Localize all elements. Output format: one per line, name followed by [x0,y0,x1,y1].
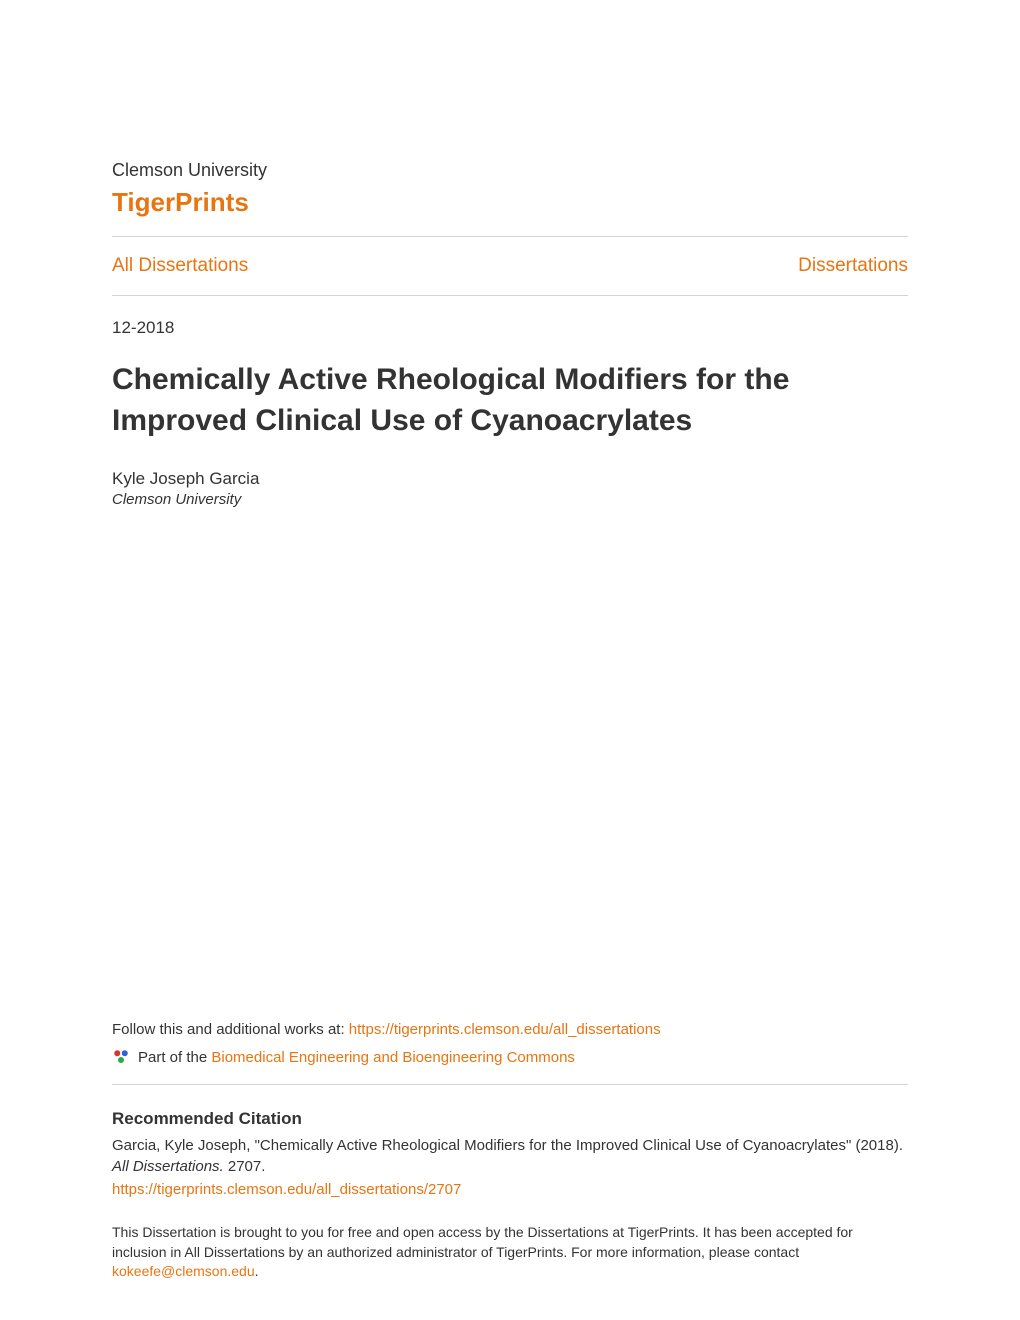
commons-text-wrapper: Part of the Biomedical Engineering and B… [138,1049,575,1066]
breadcrumb-all-dissertations[interactable]: All Dissertations [112,255,248,277]
citation-url-link[interactable]: https://tigerprints.clemson.edu/all_diss… [112,1179,908,1200]
publication-date: 12-2018 [112,318,908,338]
commons-link[interactable]: Biomedical Engineering and Bioengineerin… [211,1049,575,1066]
follow-url-link[interactable]: https://tigerprints.clemson.edu/all_diss… [349,1021,661,1038]
citation-prefix: Garcia, Kyle Joseph, "Chemically Active … [112,1137,903,1154]
footer-email-link[interactable]: kokeefe@clemson.edu [112,1263,255,1279]
author-affiliation: Clemson University [112,491,908,508]
footer-text: This Dissertation is brought to you for … [112,1223,908,1282]
commons-network-icon [112,1048,130,1066]
document-title: Chemically Active Rheological Modifiers … [112,360,908,441]
commons-prefix: Part of the [138,1049,211,1066]
follow-prefix: Follow this and additional works at: [112,1021,349,1038]
follow-section: Follow this and additional works at: htt… [112,1021,908,1085]
follow-text: Follow this and additional works at: htt… [112,1021,908,1038]
author-name: Kyle Joseph Garcia [112,469,908,489]
commons-row: Part of the Biomedical Engineering and B… [112,1048,908,1066]
footer-suffix: . [255,1263,259,1279]
university-name: Clemson University [112,160,908,181]
footer-prefix: This Dissertation is brought to you for … [112,1224,853,1260]
citation-section: Recommended Citation Garcia, Kyle Joseph… [112,1091,908,1200]
citation-body: Garcia, Kyle Joseph, "Chemically Active … [112,1135,908,1200]
divider-mid [112,295,908,296]
citation-number: 2707. [224,1158,266,1175]
divider-follow [112,1084,908,1085]
breadcrumb-row: All Dissertations Dissertations [112,237,908,295]
header-block: Clemson University TigerPrints [112,160,908,218]
breadcrumb-dissertations[interactable]: Dissertations [798,255,908,277]
citation-series: All Dissertations. [112,1158,224,1175]
repository-name[interactable]: TigerPrints [112,187,908,218]
citation-heading: Recommended Citation [112,1109,908,1129]
